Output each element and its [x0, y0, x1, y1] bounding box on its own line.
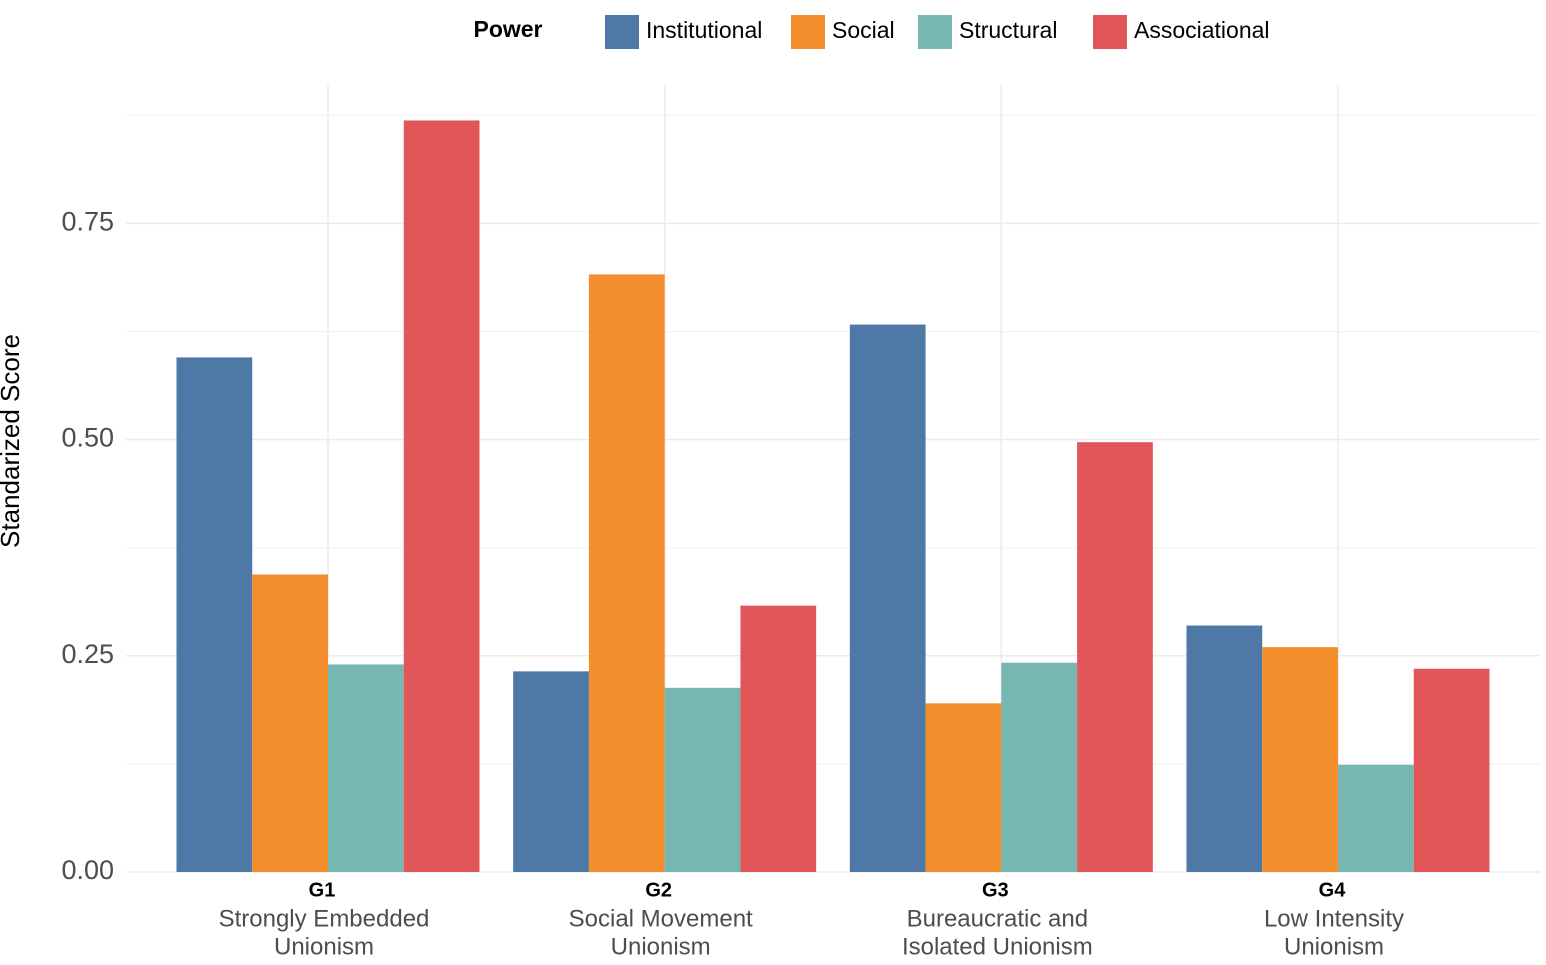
- legend-swatch: [605, 15, 639, 49]
- y-tick-label: 0.50: [61, 423, 114, 453]
- category-description: Strongly Embedded: [219, 905, 430, 932]
- x-tick-label: G3: [982, 879, 1009, 901]
- bar: [1413, 668, 1490, 872]
- legend-swatch: [791, 15, 825, 49]
- legend-swatch: [1093, 15, 1127, 49]
- bar: [925, 703, 1002, 872]
- bar: [1077, 442, 1153, 872]
- legend-title: Power: [473, 16, 542, 42]
- category-description: Unionism: [274, 933, 374, 960]
- bar: [1001, 662, 1078, 872]
- legend-label: Structural: [959, 17, 1057, 43]
- bar: [252, 574, 328, 872]
- bar: [849, 324, 926, 872]
- category-description: Unionism: [611, 933, 711, 960]
- x-tick-label: G2: [645, 879, 672, 901]
- legend-label: Institutional: [646, 17, 762, 43]
- legend-swatch: [918, 15, 952, 49]
- x-tick-label: G1: [309, 879, 336, 901]
- category-description: Bureaucratic and: [907, 905, 1088, 932]
- x-tick-label: G4: [1319, 879, 1347, 901]
- bar: [1186, 625, 1263, 872]
- y-tick-label: 0.00: [61, 855, 114, 885]
- legend-label: Associational: [1134, 17, 1270, 43]
- y-tick-label: 0.75: [61, 206, 114, 236]
- bar: [740, 605, 817, 872]
- bar: [513, 671, 589, 872]
- legend-label: Social: [832, 17, 895, 43]
- bar: [1262, 647, 1338, 872]
- bar: [328, 664, 404, 872]
- bar: [588, 274, 665, 872]
- category-description: Isolated Unionism: [902, 933, 1093, 960]
- y-tick-label: 0.25: [61, 639, 114, 669]
- category-description: Social Movement: [569, 905, 753, 932]
- category-description: Unionism: [1284, 933, 1384, 960]
- bar: [403, 120, 480, 872]
- bar: [1338, 764, 1414, 872]
- category-description: Low Intensity: [1264, 905, 1404, 932]
- bar: [664, 687, 741, 872]
- bar: [176, 357, 253, 872]
- y-axis-label: Standarized Score: [0, 334, 25, 548]
